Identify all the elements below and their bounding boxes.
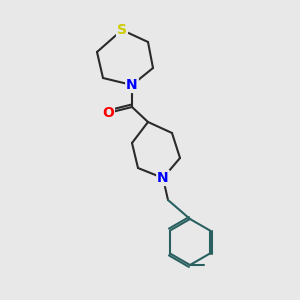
- Text: N: N: [157, 171, 169, 185]
- Text: N: N: [126, 78, 138, 92]
- Text: O: O: [102, 106, 114, 120]
- Text: S: S: [117, 23, 127, 37]
